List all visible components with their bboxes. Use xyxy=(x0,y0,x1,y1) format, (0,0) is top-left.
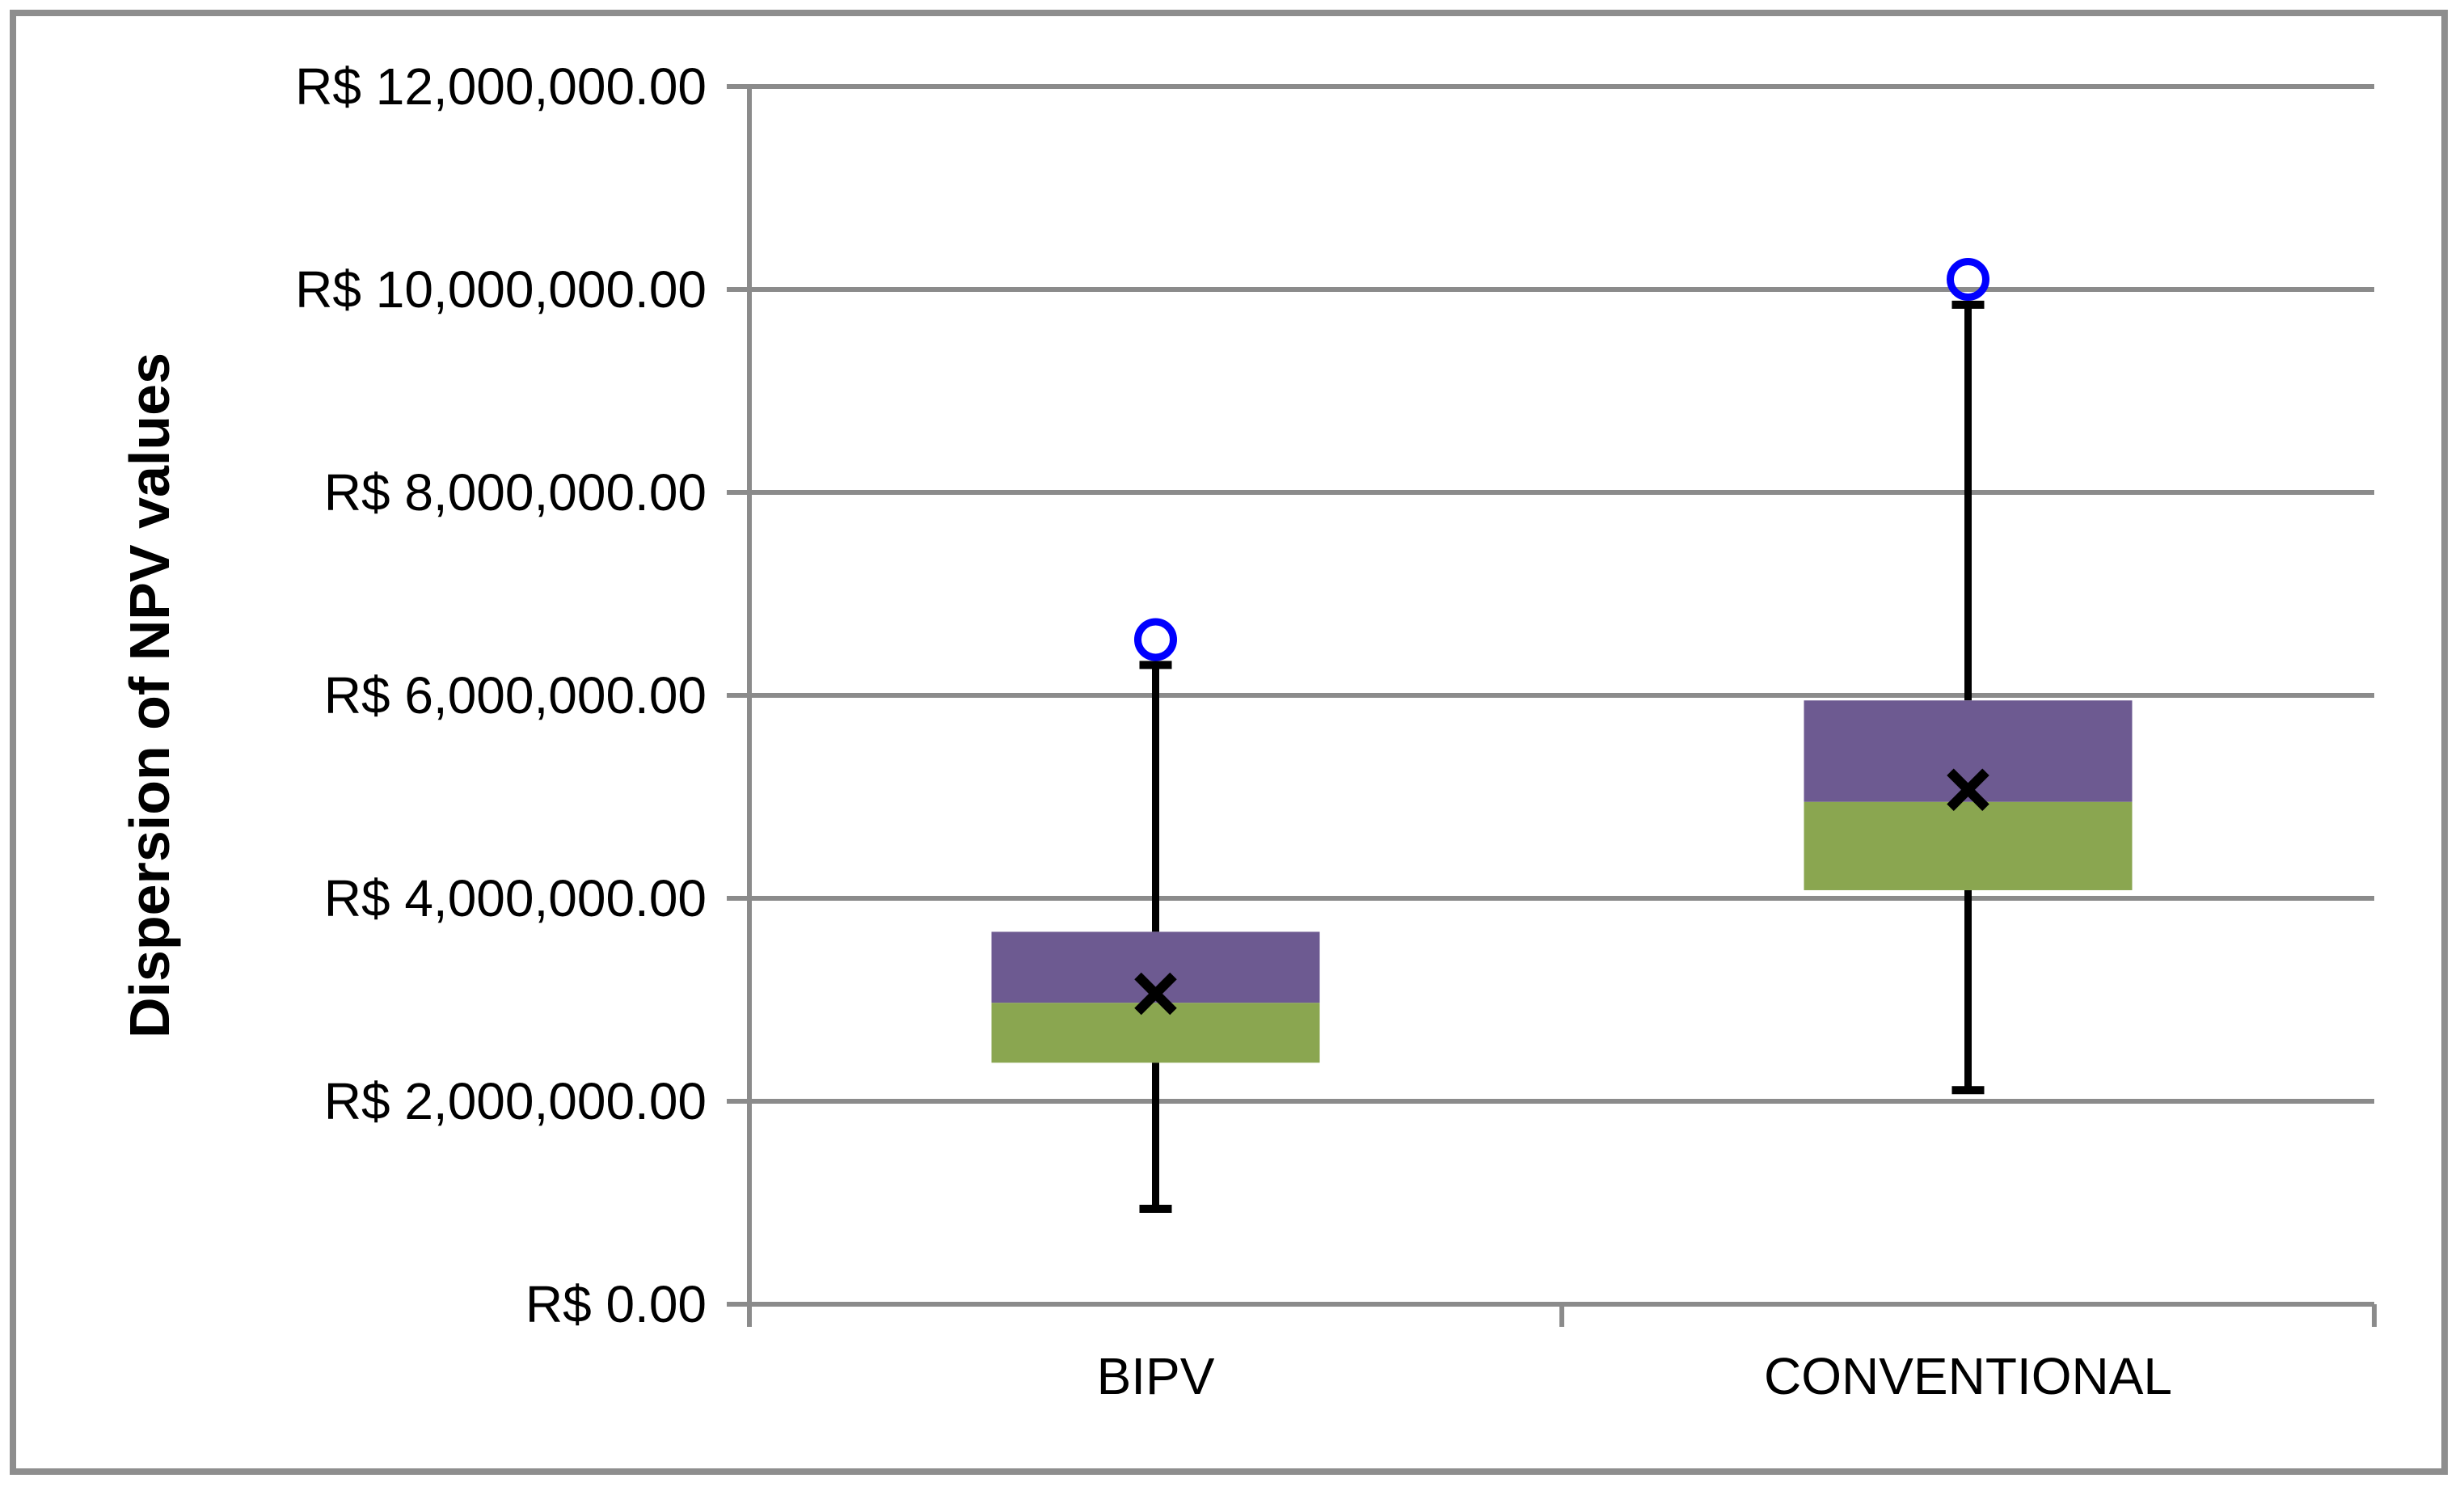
y-axis-title: Dispersion of NPV values xyxy=(118,352,181,1039)
y-tick-label: R$ 4,000,000.00 xyxy=(323,869,707,927)
mean-x-marker xyxy=(1947,768,1989,811)
box-lower-quartile xyxy=(991,1003,1320,1063)
outlier-circle xyxy=(1947,257,1989,301)
y-tick-label: R$ 2,000,000.00 xyxy=(323,1072,707,1130)
y-tick-label: R$ 10,000,000.00 xyxy=(295,260,707,319)
x-category-label: BIPV xyxy=(1096,1347,1215,1405)
x-category-label: CONVENTIONAL xyxy=(1764,1347,2172,1405)
outlier-circle xyxy=(1134,618,1177,661)
y-tick-label: R$ 0.00 xyxy=(525,1275,707,1333)
y-tick-label: R$ 6,000,000.00 xyxy=(323,666,707,724)
box-lower-quartile xyxy=(1804,801,2133,890)
mean-x-marker xyxy=(1134,972,1177,1016)
y-tick-label: R$ 8,000,000.00 xyxy=(323,463,707,522)
y-tick-label: R$ 12,000,000.00 xyxy=(295,57,707,116)
